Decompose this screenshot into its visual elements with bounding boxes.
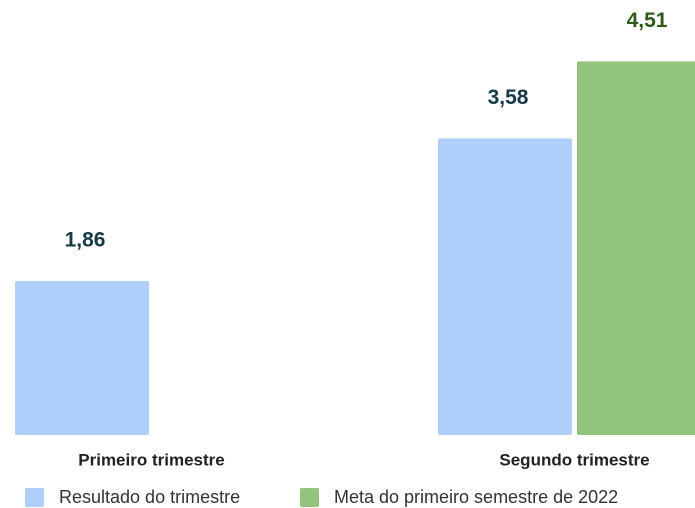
- value-label: 3,58: [488, 86, 529, 109]
- legend-swatch: [25, 488, 44, 507]
- x-tick-label: Segundo trimestre: [499, 450, 649, 469]
- x-tick-label: Primeiro trimestre: [78, 450, 224, 469]
- value-label: 1,86: [65, 228, 106, 251]
- value-label: 4,51: [627, 9, 668, 32]
- legend-label: Resultado do trimestre: [59, 487, 240, 507]
- legend-label: Meta do primeiro semestre de 2022: [334, 487, 618, 507]
- bar: [438, 138, 572, 435]
- bar: [15, 280, 149, 435]
- legend-swatch: [300, 488, 319, 507]
- bar: [577, 61, 695, 435]
